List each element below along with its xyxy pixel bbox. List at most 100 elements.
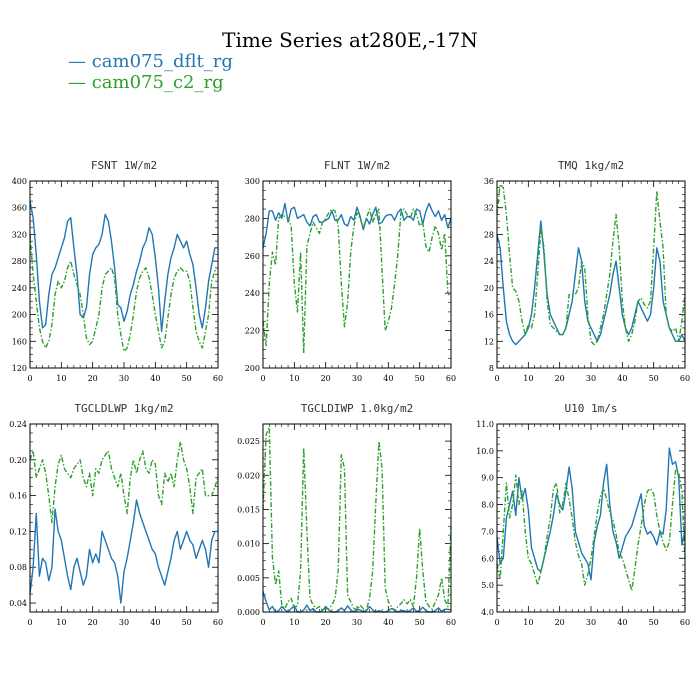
y-tick-label: 0.20 bbox=[9, 456, 27, 465]
panel-title: TMQ 1kg/m2 bbox=[558, 159, 624, 172]
y-tick-label: 0.04 bbox=[9, 599, 27, 608]
y-tick-label: 8.0 bbox=[481, 501, 494, 510]
y-tick-label: 5.0 bbox=[481, 581, 494, 590]
panel-5: TGCLDIWP 1.0kg/m2 0 10 20 30 40 50 60 0.000 0.005… bbox=[237, 402, 456, 627]
x-tick-label: 40 bbox=[617, 374, 627, 383]
y-tick-label: 24 bbox=[484, 257, 494, 266]
series-line-c2 bbox=[262, 208, 452, 354]
x-tick-label: 20 bbox=[321, 618, 331, 627]
x-tick-label: 20 bbox=[555, 618, 565, 627]
x-tick-label: 60 bbox=[446, 618, 456, 627]
x-tick-label: 50 bbox=[649, 374, 659, 383]
plot-frame bbox=[262, 423, 452, 613]
legend-entry-c2: — cam075_c2_rg bbox=[68, 72, 224, 93]
x-tick-label: 40 bbox=[150, 374, 160, 383]
y-tick-label: 28 bbox=[484, 230, 494, 239]
y-tick-label: 300 bbox=[245, 177, 260, 186]
x-tick-label: 60 bbox=[213, 618, 223, 627]
x-tick-label: 60 bbox=[446, 374, 456, 383]
x-tick-label: 50 bbox=[182, 618, 192, 627]
x-tick-label: 10 bbox=[56, 618, 66, 627]
y-tick-label: 6.0 bbox=[481, 554, 494, 563]
panel-title: TGCLDIWP 1.0kg/m2 bbox=[301, 402, 414, 415]
panel-title: FSNT 1W/m2 bbox=[91, 159, 157, 172]
plot-frame bbox=[29, 180, 219, 369]
x-tick-label: 50 bbox=[649, 618, 659, 627]
panel-title: U10 1m/s bbox=[565, 402, 618, 415]
y-tick-label: 12 bbox=[484, 337, 494, 346]
y-tick-label: 0.015 bbox=[237, 505, 260, 514]
x-tick-label: 10 bbox=[523, 374, 533, 383]
x-tick-label: 50 bbox=[182, 374, 192, 383]
x-tick-label: 50 bbox=[415, 374, 425, 383]
y-tick-label: 280 bbox=[12, 257, 27, 266]
y-tick-label: 10.0 bbox=[476, 447, 494, 456]
x-tick-label: 40 bbox=[150, 618, 160, 627]
panel-1: FSNT 1W/m2 0 10 20 30 40 50 60 120 160 200 240 280 32… bbox=[12, 159, 223, 383]
y-tick-label: 200 bbox=[12, 311, 27, 320]
y-tick-label: 320 bbox=[12, 230, 27, 239]
x-tick-label: 10 bbox=[289, 374, 299, 383]
x-tick-label: 30 bbox=[586, 374, 596, 383]
y-tick-label: 0.005 bbox=[237, 574, 260, 583]
x-tick-label: 0 bbox=[494, 618, 499, 627]
x-tick-label: 20 bbox=[321, 374, 331, 383]
x-tick-label: 0 bbox=[27, 618, 32, 627]
y-tick-label: 16 bbox=[484, 311, 494, 320]
y-tick-label: 4.0 bbox=[481, 608, 494, 617]
y-tick-label: 160 bbox=[12, 337, 27, 346]
y-tick-label: 360 bbox=[12, 204, 27, 213]
y-tick-label: 20 bbox=[484, 284, 494, 293]
y-tick-label: 0.08 bbox=[9, 563, 27, 572]
series-line-dflt bbox=[29, 200, 218, 332]
y-tick-label: 7.0 bbox=[481, 527, 494, 536]
y-tick-label: 120 bbox=[12, 364, 27, 373]
y-tick-label: 240 bbox=[245, 289, 260, 298]
x-tick-label: 20 bbox=[88, 374, 98, 383]
x-tick-label: 30 bbox=[352, 374, 362, 383]
x-tick-label: 10 bbox=[56, 374, 66, 383]
x-tick-label: 0 bbox=[260, 618, 265, 627]
y-tick-label: 0.24 bbox=[9, 420, 27, 429]
panel-4: TGCLDLWP 1kg/m2 0 10 20 30 40 50 60 0.04 0.08 0.12… bbox=[9, 402, 223, 627]
series-line-dflt bbox=[496, 447, 686, 581]
y-tick-label: 8 bbox=[489, 364, 494, 373]
x-tick-label: 40 bbox=[383, 374, 393, 383]
panel-2: FLNT 1W/m2 0 10 20 30 40 50 60 200 220 240 260 280 30… bbox=[245, 159, 456, 383]
panel-title: FLNT 1W/m2 bbox=[324, 159, 390, 172]
series-line-c2 bbox=[29, 234, 219, 352]
y-tick-label: 32 bbox=[484, 204, 494, 213]
y-tick-label: 0.020 bbox=[237, 471, 260, 480]
x-tick-label: 40 bbox=[383, 618, 393, 627]
series-line-c2 bbox=[496, 468, 686, 592]
series-line-c2 bbox=[29, 441, 219, 524]
legend-entry-dflt: — cam075_dflt_rg bbox=[68, 51, 233, 72]
x-tick-label: 30 bbox=[586, 618, 596, 627]
y-tick-label: 0.025 bbox=[237, 437, 260, 446]
y-tick-label: 11.0 bbox=[476, 420, 494, 429]
y-tick-label: 0.16 bbox=[9, 492, 27, 501]
x-tick-label: 0 bbox=[494, 374, 499, 383]
x-tick-label: 30 bbox=[119, 618, 129, 627]
plot-frame bbox=[29, 423, 219, 613]
x-tick-label: 30 bbox=[352, 618, 362, 627]
x-tick-label: 0 bbox=[27, 374, 32, 383]
y-tick-label: 9.0 bbox=[481, 474, 494, 483]
y-tick-label: 200 bbox=[245, 364, 260, 373]
panel-6: U10 1m/s 0 10 20 30 40 50 60 4.0 5.0 6.0 7.0 8.0 9.0 1… bbox=[476, 402, 690, 627]
series-line-c2 bbox=[496, 183, 686, 346]
y-tick-label: 260 bbox=[245, 252, 260, 261]
panel-title: TGCLDLWP 1kg/m2 bbox=[74, 402, 173, 415]
x-tick-label: 30 bbox=[119, 374, 129, 383]
x-tick-label: 20 bbox=[88, 618, 98, 627]
x-tick-label: 60 bbox=[680, 374, 690, 383]
x-tick-label: 60 bbox=[680, 618, 690, 627]
chart-title: Time Series at280E,-17N bbox=[222, 28, 478, 52]
y-tick-label: 0.010 bbox=[237, 540, 260, 549]
series-line-dflt bbox=[29, 499, 218, 604]
x-tick-label: 0 bbox=[260, 374, 265, 383]
x-tick-label: 10 bbox=[523, 618, 533, 627]
series-line-dflt bbox=[262, 591, 452, 613]
y-tick-label: 280 bbox=[245, 214, 260, 223]
